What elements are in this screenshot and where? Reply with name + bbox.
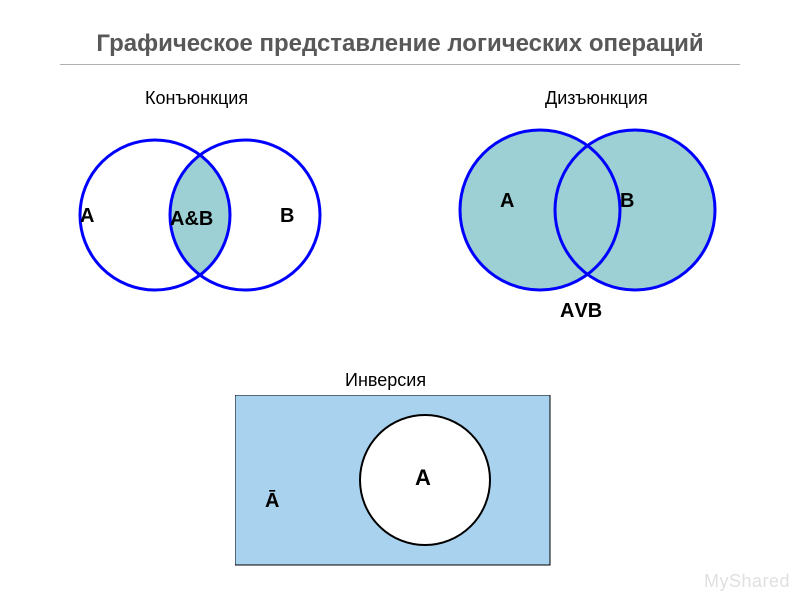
watermark: MyShared xyxy=(704,571,790,592)
inversion-diagram xyxy=(235,395,555,570)
conjunction-ab-label: А&В xyxy=(170,208,213,231)
inversion-complement-label: Ā xyxy=(265,490,279,513)
inversion-label: Инверсия xyxy=(345,370,426,391)
page-title: Графическое представление логических опе… xyxy=(0,0,800,58)
disjunction-label: Дизъюнкция xyxy=(545,88,648,109)
disjunction-venn xyxy=(440,110,740,310)
title-underline xyxy=(60,64,740,65)
conjunction-b-label: В xyxy=(280,205,294,228)
disjunction-result-label: АVВ xyxy=(560,300,602,323)
conjunction-a-label: А xyxy=(80,205,94,228)
disjunction-a-label: А xyxy=(500,190,514,213)
inversion-a-label: А xyxy=(415,465,431,491)
disjunction-b-label: В xyxy=(620,190,634,213)
conjunction-label: Конъюнкция xyxy=(145,88,248,109)
